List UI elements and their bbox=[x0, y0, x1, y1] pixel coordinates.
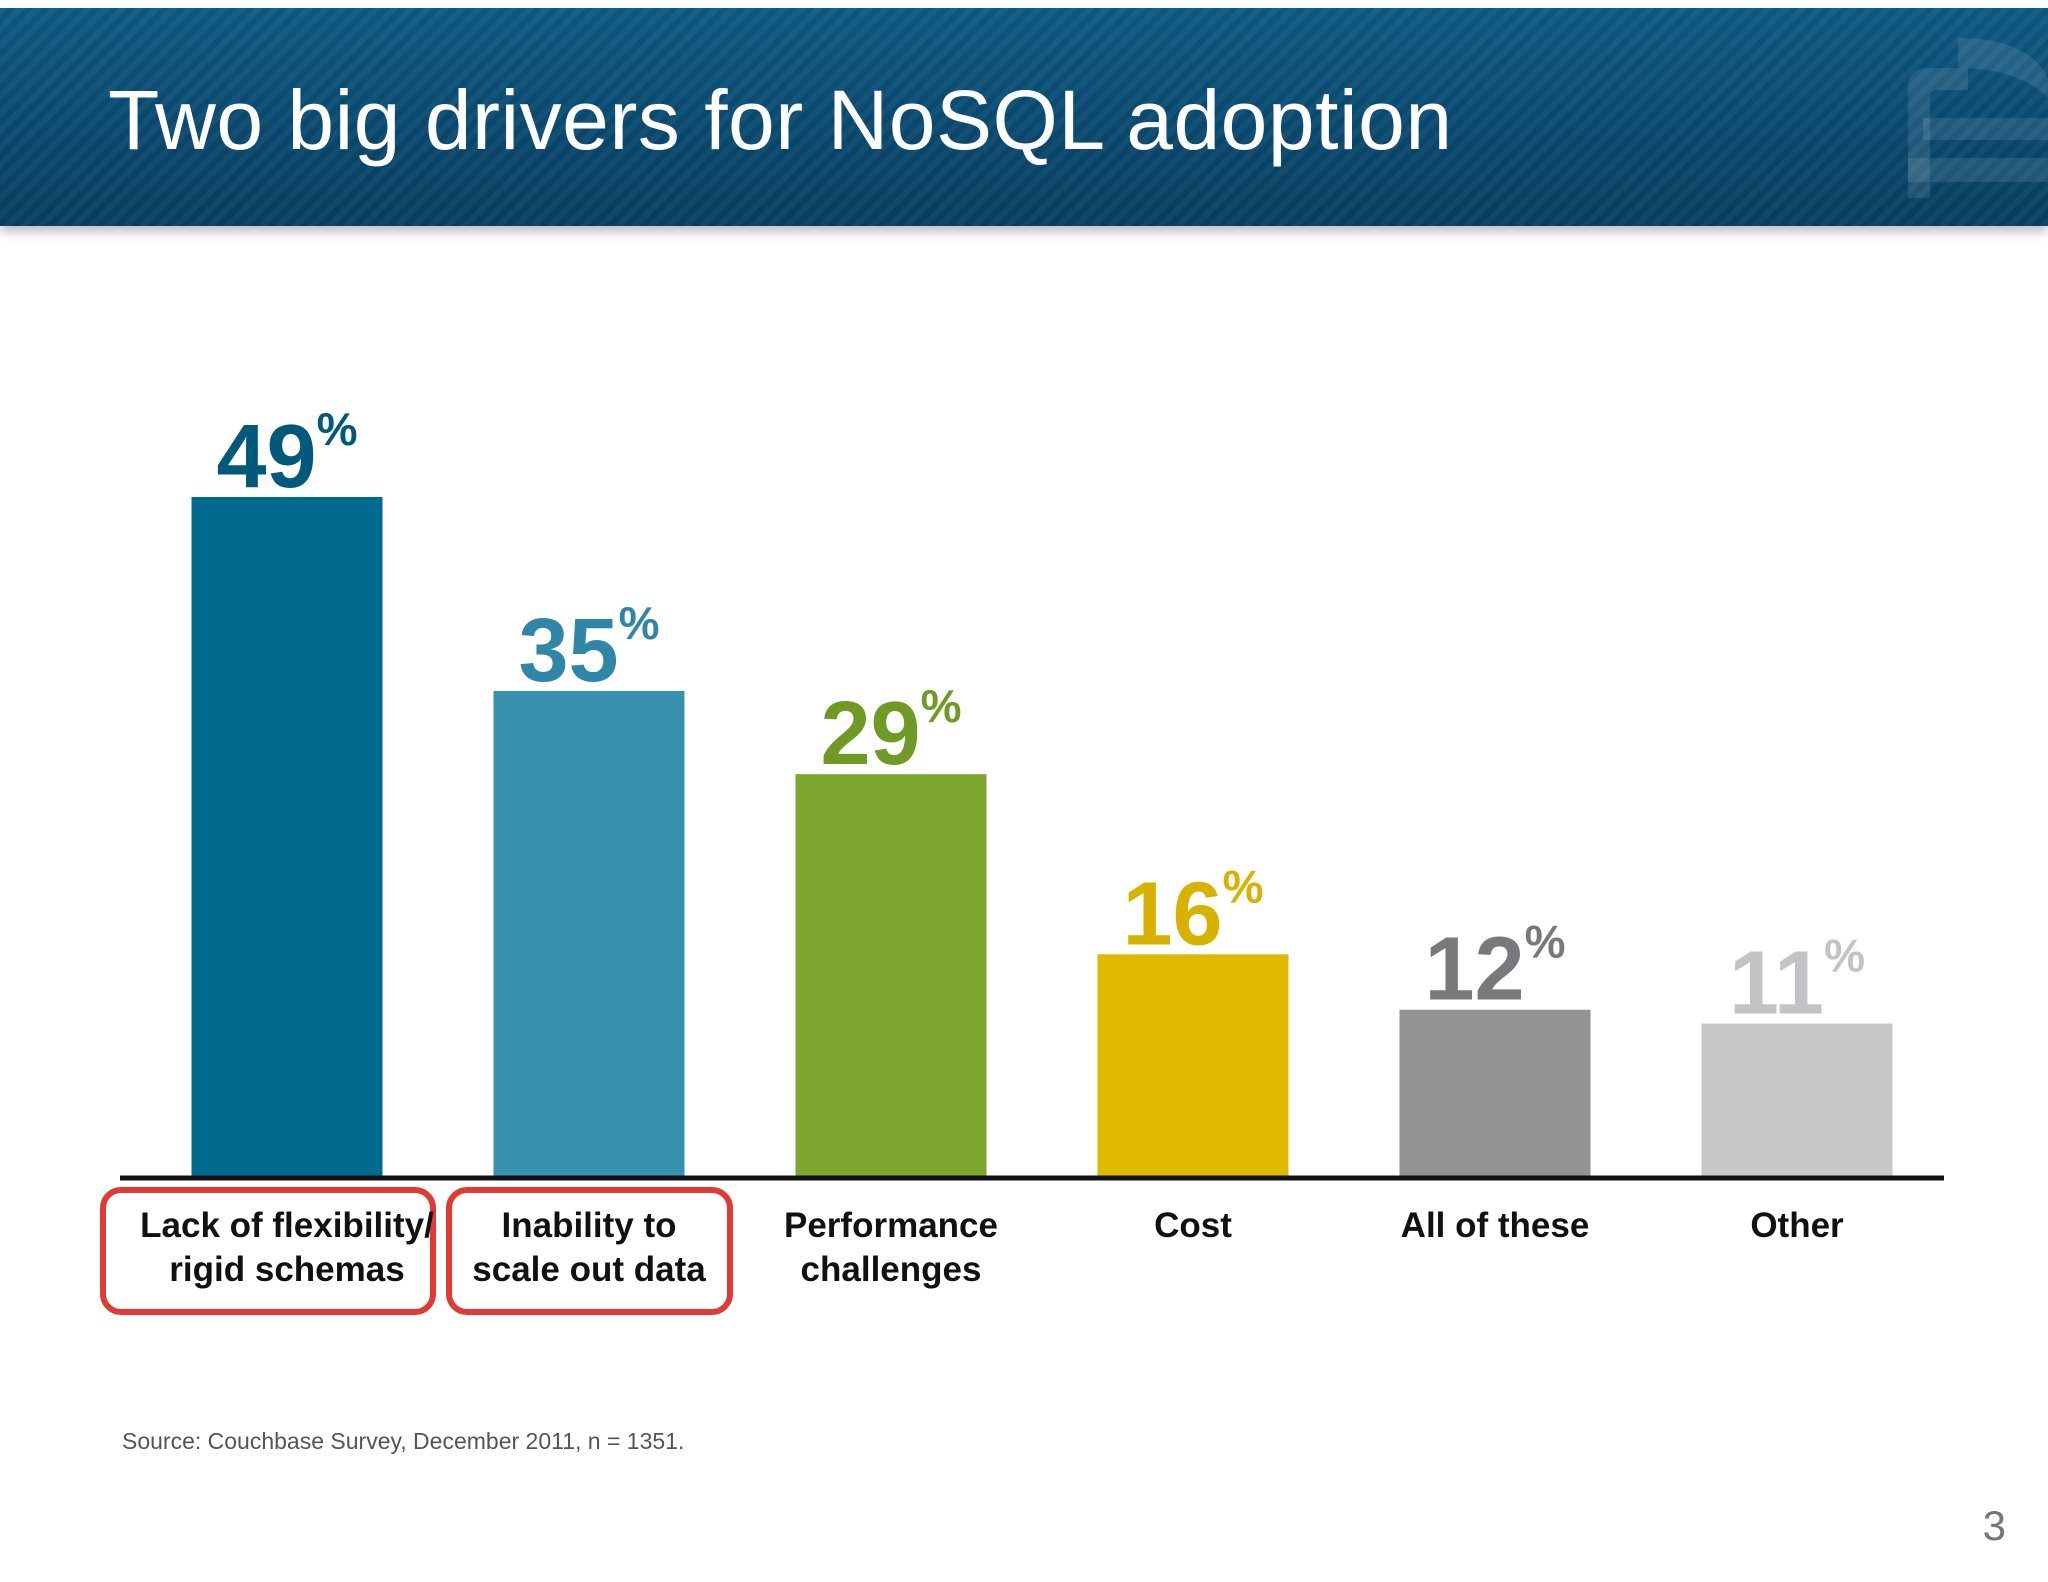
category-label-3: Performance challenges bbox=[784, 1206, 998, 1289]
bar-5 bbox=[1399, 1009, 1591, 1176]
category-labels-layer: Lack of flexibility/rigid schemas Inabili… bbox=[140, 1206, 1844, 1289]
category-label-6: Other bbox=[1750, 1206, 1844, 1245]
highlight-box-2 bbox=[446, 1187, 733, 1315]
bar-2 bbox=[493, 691, 685, 1176]
category-label-4: Cost bbox=[1154, 1206, 1232, 1245]
banner-logo-watermark bbox=[1908, 38, 2048, 198]
category-label-5: All of these bbox=[1401, 1206, 1590, 1245]
slide-title: Two big drivers for NoSQL adoption bbox=[108, 73, 1453, 167]
value-label-5: 12% bbox=[1424, 916, 1565, 1020]
page-number: 3 bbox=[1982, 1502, 2006, 1549]
value-label-4: 16% bbox=[1122, 860, 1263, 964]
value-label-2: 35% bbox=[518, 597, 659, 701]
bars-layer bbox=[191, 497, 1893, 1176]
bar-6 bbox=[1701, 1023, 1893, 1176]
value-label-6: 11% bbox=[1729, 930, 1865, 1034]
value-label-3: 29% bbox=[820, 680, 961, 784]
bar-3 bbox=[795, 774, 987, 1176]
title-banner: Two big drivers for NoSQL adoption bbox=[0, 8, 2048, 226]
source-note: Source: Couchbase Survey, December 2011,… bbox=[122, 1428, 685, 1454]
highlight-box-1 bbox=[100, 1187, 436, 1315]
bar-4 bbox=[1097, 954, 1289, 1176]
category-label-2: Inability to scale out data bbox=[472, 1206, 706, 1289]
category-label-1: Lack of flexibility/rigid schemas bbox=[140, 1206, 434, 1289]
value-labels-layer: 49% 35% 29% 16% 12% 11% bbox=[216, 403, 1865, 1034]
value-label-1: 49% bbox=[216, 403, 357, 507]
highlights-layer bbox=[100, 1187, 733, 1315]
bar-1 bbox=[191, 497, 383, 1176]
